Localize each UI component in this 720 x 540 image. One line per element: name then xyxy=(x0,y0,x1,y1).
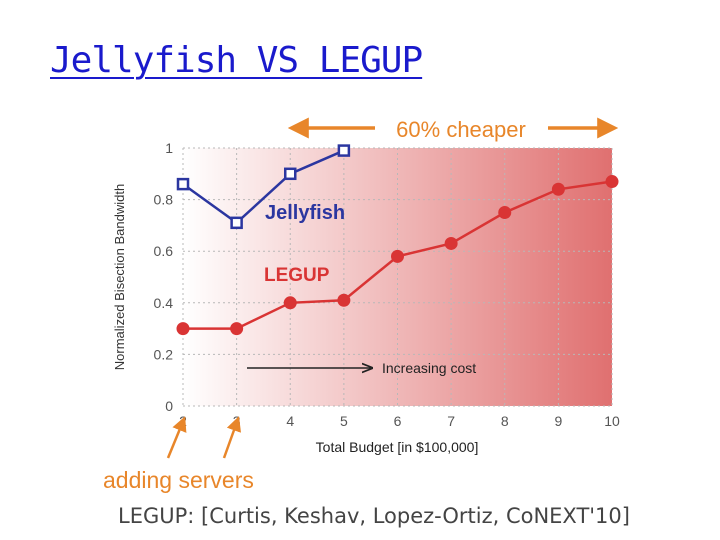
servers-arrow-1 xyxy=(166,416,187,459)
data-point-legup xyxy=(605,175,619,189)
x-tick-label: 10 xyxy=(604,413,620,429)
cost-annotation: Increasing cost xyxy=(247,360,476,376)
data-point-legup xyxy=(498,206,512,219)
series-label-jellyfish: Jellyfish xyxy=(265,202,345,224)
x-tick-label: 4 xyxy=(286,413,294,429)
series-layer xyxy=(176,144,619,336)
y-axis-label: Normalized Bisection Bandwidth xyxy=(112,184,127,370)
data-point-jellyfish xyxy=(337,144,351,157)
cheaper-label: 60% cheaper xyxy=(396,117,526,142)
y-tick-label: 0.6 xyxy=(154,243,174,259)
x-tick-label: 5 xyxy=(340,413,348,429)
grid xyxy=(182,147,613,407)
series-label-legup: LEGUP xyxy=(264,265,330,286)
x-tick-label: 7 xyxy=(447,413,455,429)
x-tick-label: 9 xyxy=(554,413,562,429)
slide-title: Jellyfish VS LEGUP xyxy=(50,40,423,81)
data-point-legup xyxy=(283,296,297,310)
cheaper-annotation: 60% cheaper xyxy=(287,117,619,142)
y-tick-label: 0.2 xyxy=(154,346,174,362)
adding-servers-annotation: adding servers xyxy=(103,416,254,493)
data-point-jellyfish xyxy=(230,216,243,230)
x-tick-label: 8 xyxy=(501,413,509,429)
x-axis-label: Total Budget [in $100,000] xyxy=(316,439,479,455)
data-point-legup xyxy=(551,182,565,196)
data-point-legup xyxy=(176,322,190,336)
data-point-legup xyxy=(391,249,404,263)
y-axis-ticks: 0 0.2 0.4 0.6 0.8 1 xyxy=(154,140,174,414)
increasing-cost-label: Increasing cost xyxy=(382,360,476,376)
data-point-legup xyxy=(444,236,458,250)
y-tick-label: 0.4 xyxy=(154,295,174,311)
citation: LEGUP: [Curtis, Keshav, Lopez-Ortiz, CoN… xyxy=(118,504,630,528)
x-axis-ticks: 2345678910 xyxy=(179,413,620,429)
y-tick-label: 1 xyxy=(165,140,173,156)
y-tick-label: 0.8 xyxy=(154,192,174,208)
data-point-jellyfish xyxy=(284,167,297,181)
adding-servers-label: adding servers xyxy=(103,467,254,493)
x-tick-label: 6 xyxy=(394,413,402,429)
data-point-legup xyxy=(230,322,244,336)
data-point-jellyfish xyxy=(176,177,190,191)
servers-arrow-2 xyxy=(222,416,242,459)
data-point-legup xyxy=(337,293,351,307)
series-line-jellyfish xyxy=(182,149,345,225)
y-tick-label: 0 xyxy=(165,398,173,414)
